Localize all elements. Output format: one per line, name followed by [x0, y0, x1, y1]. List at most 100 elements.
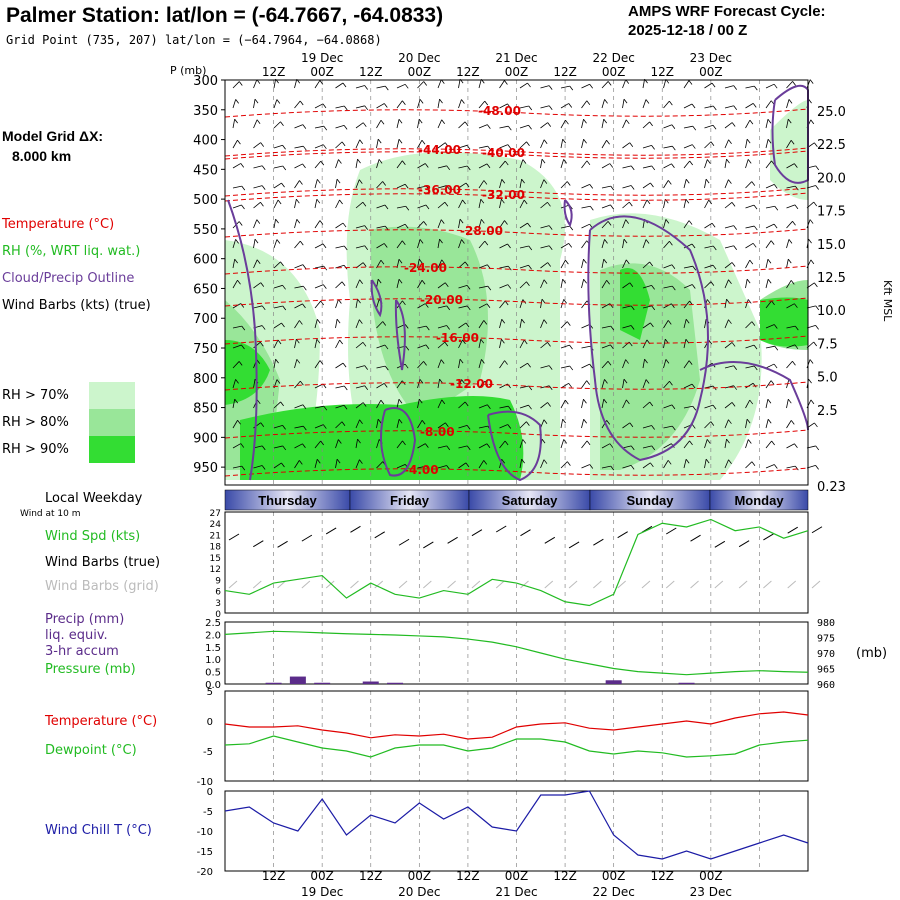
wind-barb: [560, 439, 565, 449]
wind-barb: [540, 225, 550, 229]
wind-barb-flag: [609, 163, 614, 168]
wind-barb: [622, 305, 632, 309]
precip-panel-frame: [224, 621, 809, 685]
wind-barb: [458, 445, 468, 449]
temperature-tick-label: 0: [207, 717, 213, 728]
wind-barb: [355, 279, 360, 289]
wind-barb: [663, 124, 673, 129]
temperature-contour-label: -16.00: [436, 331, 479, 345]
wind-barb-flag: [569, 365, 574, 371]
wind-barb: [519, 105, 529, 109]
windchill-line: [224, 790, 809, 860]
wind-barb: [765, 363, 775, 369]
wind-barb-flag: [481, 359, 485, 364]
wind-barb-flag: [731, 402, 736, 407]
precip-bar: [265, 682, 282, 684]
model-grid-value: 8.000 km: [12, 148, 72, 164]
wind-barb-flag: [299, 240, 304, 246]
wind-barb-flag: [726, 298, 730, 304]
wind-barb-flag: [240, 163, 245, 168]
wind-barb: [745, 419, 748, 429]
wind-tick-label: 9: [215, 576, 221, 586]
wind-barb-flag: [299, 100, 304, 106]
wind-barb: [314, 300, 322, 309]
temperature-contour: [224, 147, 809, 157]
wind-barb-flag: [487, 145, 492, 151]
wind-barb: [437, 359, 442, 369]
wind-barb-flag: [404, 84, 409, 89]
wind-barb: [314, 179, 318, 189]
wind-barb: [499, 319, 503, 329]
wind-barb: [417, 379, 421, 389]
wind-barb-flag: [462, 339, 466, 345]
wind-barb: [704, 459, 707, 469]
wind-barb: [601, 303, 611, 309]
wind-barb: [335, 339, 341, 349]
wind-barb-flag: [316, 459, 321, 464]
wind-barb-flag: [527, 222, 531, 228]
wind-barb: [786, 81, 793, 89]
wind-barb: [786, 465, 796, 469]
wind-barb-flag: [254, 98, 259, 104]
wind-barb: [478, 145, 488, 149]
wind-barb: [786, 185, 796, 189]
grid-wind-barb: [641, 580, 651, 589]
temperature-tick-label: 5: [207, 687, 213, 698]
wind-barb-flag: [461, 379, 465, 384]
wind-barb: [786, 163, 795, 169]
wind-barb-flag: [689, 440, 693, 446]
wind-barb: [704, 385, 714, 389]
wind-barb-flag: [319, 80, 324, 85]
wind-barb: [642, 322, 651, 329]
wind-barb-flag: [625, 359, 629, 364]
wind-barb: [786, 259, 789, 269]
wind-barb-flag: [421, 139, 426, 145]
wind-barb: [294, 264, 304, 269]
grid-wind-barb: [471, 580, 481, 589]
wind-barb-flag: [589, 184, 594, 189]
wind-barb-flag: [773, 223, 778, 229]
wind-barb: [499, 284, 508, 289]
wind-barb-flag: [706, 439, 711, 444]
wind-barb: [437, 445, 447, 449]
wind-barb: [437, 341, 446, 349]
wind-barb: [601, 325, 611, 329]
wind-barb-flag: [651, 425, 655, 430]
wind-barb: [314, 319, 318, 329]
wind-barb-flag: [753, 85, 758, 91]
wind-barb: [478, 180, 485, 189]
wind-barb: [499, 144, 508, 149]
wind-barb-flag: [604, 239, 608, 244]
wind-barb-flag: [712, 404, 717, 410]
height-tick-label: 2.5: [817, 404, 838, 419]
wind-barb-flag: [689, 160, 693, 166]
bottom-time-tick: 12Z: [553, 869, 577, 883]
wind-barb: [355, 85, 365, 89]
wind-barb-flag: [235, 379, 239, 384]
wind-barb-flag: [692, 265, 697, 271]
wind-barb-flag: [651, 165, 656, 171]
true-wind-barb: [447, 536, 458, 544]
wind-barb: [417, 81, 424, 89]
wind-barb: [232, 303, 241, 309]
pressure-tick-label-right: 970: [817, 649, 835, 660]
wind-barb: [458, 199, 463, 209]
bottom-time-tick: 00Z: [408, 869, 432, 883]
wind-barb-flag: [731, 122, 736, 127]
wind-barb: [499, 300, 506, 309]
wind-barb: [294, 320, 300, 329]
swatch-rh90: [89, 436, 135, 463]
wind-barb: [724, 319, 729, 329]
wind-barb-flag: [794, 185, 799, 191]
wind-barb: [786, 325, 796, 329]
wind-barb-flag: [504, 160, 509, 166]
precip-tick-label: 1.0: [205, 655, 221, 666]
wind-barb-flag: [815, 465, 819, 470]
wind-barb-flag: [706, 299, 711, 304]
wind-barb-flag: [589, 84, 594, 89]
wind-barb-flag: [382, 181, 386, 186]
wind-barb-flag: [543, 319, 548, 324]
bottom-time-tick: 00Z: [310, 869, 334, 883]
wind-barb-flag: [362, 262, 367, 267]
wind-barb-flag: [316, 319, 321, 324]
